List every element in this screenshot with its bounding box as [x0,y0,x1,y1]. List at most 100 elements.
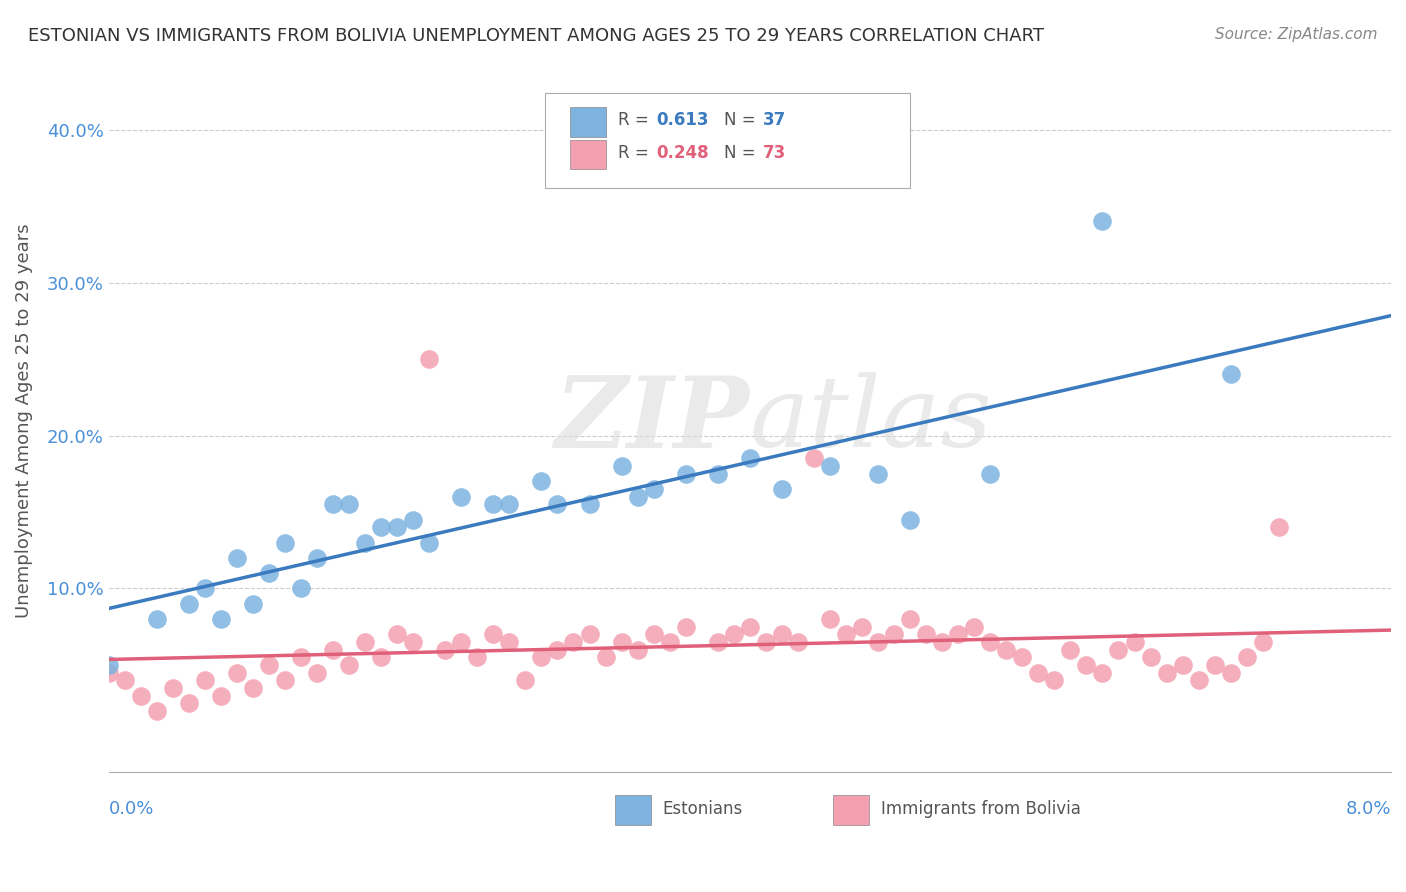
Point [706,635,728,649]
Point [1091,214,1114,228]
Point [177,696,200,710]
Point [370,650,392,665]
Text: R =: R = [617,144,654,162]
Point [145,612,167,626]
Point [675,467,697,481]
Point [97,665,120,680]
Point [1204,657,1226,672]
Point [354,535,377,549]
Point [1059,642,1081,657]
Point [1108,642,1130,657]
Point [1028,665,1050,680]
Point [225,550,247,565]
Point [658,635,681,649]
Point [1156,665,1178,680]
Point [515,673,537,688]
Text: N =: N = [724,144,761,162]
Text: atlas: atlas [749,373,993,468]
Point [305,665,328,680]
Point [498,635,520,649]
Point [835,627,858,641]
Point [242,681,264,695]
Point [450,635,472,649]
Point [898,513,921,527]
Point [675,620,697,634]
Point [1076,657,1098,672]
Text: ESTONIAN VS IMMIGRANTS FROM BOLIVIA UNEMPLOYMENT AMONG AGES 25 TO 29 YEARS CORRE: ESTONIAN VS IMMIGRANTS FROM BOLIVIA UNEM… [28,27,1045,45]
Point [257,657,280,672]
Point [979,467,1001,481]
Point [963,620,986,634]
Point [530,650,553,665]
Point [931,635,953,649]
Point [562,635,585,649]
Point [1043,673,1066,688]
Point [1188,673,1211,688]
Point [337,497,360,511]
Point [305,550,328,565]
Point [578,497,600,511]
Point [450,490,472,504]
Point [883,627,905,641]
Point [643,627,665,641]
Point [948,627,970,641]
Point [1236,650,1258,665]
Point [402,635,425,649]
Point [1268,520,1291,534]
Point [434,642,457,657]
Point [1091,665,1114,680]
Point [162,681,184,695]
Text: ZIP: ZIP [555,372,749,468]
Text: R =: R = [617,111,654,128]
Point [1219,665,1241,680]
Point [418,352,440,367]
Text: Source: ZipAtlas.com: Source: ZipAtlas.com [1215,27,1378,42]
Point [322,642,344,657]
Point [1011,650,1033,665]
Point [755,635,778,649]
Point [868,635,890,649]
Point [786,635,808,649]
Point [818,459,841,474]
FancyBboxPatch shape [571,139,606,169]
Point [610,459,633,474]
Y-axis label: Unemployment Among Ages 25 to 29 years: Unemployment Among Ages 25 to 29 years [15,223,32,617]
Point [995,642,1018,657]
Point [706,467,728,481]
Point [418,535,440,549]
Point [738,451,761,466]
Point [803,451,825,466]
Point [194,582,217,596]
Point [851,620,873,634]
Point [915,627,938,641]
Point [530,475,553,489]
Point [225,665,247,680]
Point [274,535,297,549]
Text: 0.0%: 0.0% [108,800,155,818]
Point [177,597,200,611]
Text: Estonians: Estonians [662,799,742,818]
FancyBboxPatch shape [571,107,606,136]
Point [626,642,648,657]
Text: 8.0%: 8.0% [1346,800,1391,818]
Text: 0.613: 0.613 [657,111,709,128]
Text: 73: 73 [762,144,786,162]
Text: 37: 37 [762,111,786,128]
Point [257,566,280,581]
FancyBboxPatch shape [616,795,651,825]
Point [97,657,120,672]
Point [370,520,392,534]
Point [194,673,217,688]
Point [723,627,745,641]
Point [354,635,377,649]
Point [979,635,1001,649]
Point [337,657,360,672]
Point [738,620,761,634]
Text: N =: N = [724,111,761,128]
Point [898,612,921,626]
Point [546,497,568,511]
Point [610,635,633,649]
Point [209,612,232,626]
Point [114,673,136,688]
Point [1123,635,1146,649]
